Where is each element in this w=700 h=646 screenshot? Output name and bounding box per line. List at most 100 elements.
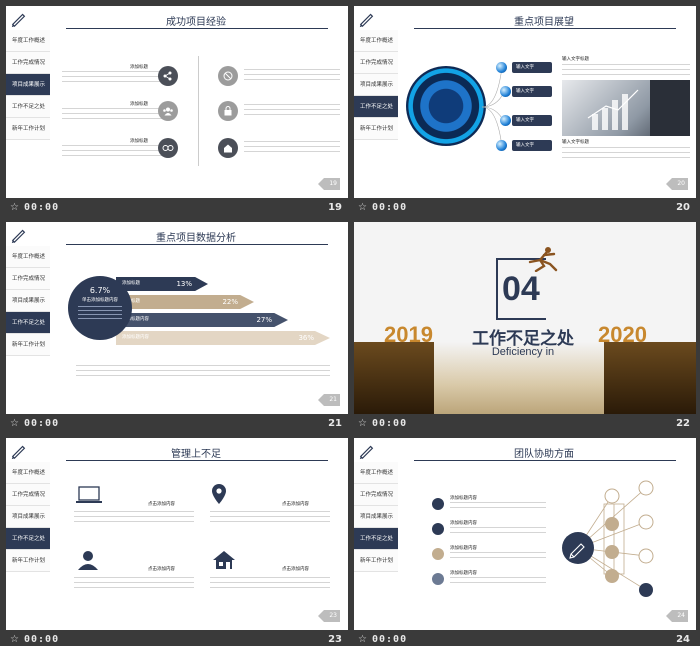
sidebar: 年度工作概述 工作完成情况 项目成果展示 工作不足之处 新年工作计划 [6, 30, 50, 140]
slide-thumb-19[interactable]: 成功项目经验 年度工作概述 工作完成情况 项目成果展示 工作不足之处 新年工作计… [6, 6, 348, 218]
text-pill[interactable]: 输入文字 [512, 86, 552, 97]
timing: 00:00 [372, 418, 408, 429]
text-pill[interactable]: 输入文字 [512, 140, 552, 151]
sidebar-item[interactable]: 工作不足之处 [6, 96, 50, 118]
sidebar-item[interactable]: 工作完成情况 [6, 52, 50, 74]
text-block [562, 146, 690, 162]
page-number-tag: 21 [318, 394, 340, 406]
laptop-icon [76, 486, 102, 503]
sidebar-item[interactable]: 年度工作概述 [6, 462, 50, 484]
sidebar-item[interactable]: 工作完成情况 [354, 52, 398, 74]
share-icon [158, 66, 178, 86]
item-heading: 点击添加内容 [282, 501, 309, 506]
team-icon [158, 101, 178, 121]
business-photo [562, 80, 690, 136]
page-number-tag: 20 [666, 178, 688, 190]
slide-24: 团队协助方面 年度工作概述 工作完成情况 项目成果展示 工作不足之处 新年工作计… [354, 438, 696, 630]
sidebar-item[interactable]: 年度工作概述 [6, 246, 50, 268]
slide-number: 19 [328, 202, 342, 213]
user-icon [78, 551, 98, 570]
slide-number: 20 [676, 202, 690, 213]
text-block [210, 510, 330, 524]
list-heading: 添加标题内容 [450, 520, 477, 525]
sidebar-item[interactable]: 工作完成情况 [6, 268, 50, 290]
slide-thumb-22[interactable]: 04 2019 2020 工作不足之处 Deficiency in ☆ 00:0… [354, 222, 696, 434]
text-block [74, 510, 194, 524]
sidebar-item[interactable]: 工作完成情况 [6, 484, 50, 506]
globe-icon [496, 62, 507, 73]
thumb-footer: ☆ 00:00 24 [354, 632, 696, 646]
sidebar: 年度工作概述 工作完成情况 项目成果展示 工作不足之处 新年工作计划 [354, 462, 398, 572]
text-pill[interactable]: 输入文字 [512, 62, 552, 73]
home-icon [218, 138, 238, 158]
thumb-footer: ☆ 00:00 20 [354, 200, 696, 216]
sidebar-item[interactable]: 项目成果展示 [6, 290, 50, 312]
slide-title: 重点项目展望 [514, 17, 574, 28]
canyon-photo [354, 342, 696, 414]
slide-number: 24 [676, 634, 690, 645]
pen-icon [11, 445, 26, 460]
slide-number: 21 [328, 418, 342, 429]
gear-icon [432, 573, 444, 585]
star-icon: ☆ [358, 418, 367, 429]
text-block [244, 103, 340, 118]
sidebar-item[interactable]: 项目成果展示 [354, 506, 398, 528]
page-number-tag: 23 [318, 610, 340, 622]
slide-title: 团队协助方面 [514, 449, 574, 460]
slide-thumb-23[interactable]: 管理上不足 年度工作概述 工作完成情况 项目成果展示 工作不足之处 新年工作计划… [6, 438, 348, 646]
lens-graphic [406, 66, 486, 146]
sidebar-item[interactable]: 年度工作概述 [6, 30, 50, 52]
data-arrow: 添加标题 22% [116, 295, 254, 309]
sidebar-item[interactable]: 新年工作计划 [6, 550, 50, 572]
text-block: 添加标题 [62, 64, 162, 85]
title-underline [66, 28, 328, 29]
chapter-title: 工作不足之处 [472, 329, 574, 348]
text-pill[interactable]: 输入文字 [512, 115, 552, 126]
year-left: 2019 [384, 322, 433, 347]
slide-thumb-20[interactable]: 重点项目展望 年度工作概述 工作完成情况 项目成果展示 工作不足之处 新年工作计… [354, 6, 696, 218]
sidebar-item[interactable]: 工作不足之处 [354, 96, 398, 118]
card-icon [432, 548, 444, 560]
link-icon [158, 138, 178, 158]
pen-icon [359, 13, 374, 28]
globe-icon [496, 140, 507, 151]
thumb-footer: ☆ 00:00 19 [6, 200, 348, 216]
thumb-footer: ☆ 00:00 22 [354, 416, 696, 432]
slide-title: 成功项目经验 [166, 17, 226, 28]
sidebar-item[interactable]: 项目成果展示 [6, 506, 50, 528]
sidebar-item[interactable]: 工作不足之处 [354, 528, 398, 550]
slide-21: 重点项目数据分析 年度工作概述 工作完成情况 项目成果展示 工作不足之处 新年工… [6, 222, 348, 414]
list-heading: 添加标题内容 [450, 495, 477, 500]
list-heading: 添加标题内容 [450, 570, 477, 575]
slide-title: 重点项目数据分析 [156, 233, 236, 244]
sidebar-item[interactable]: 项目成果展示 [6, 74, 50, 96]
thumb-footer: ☆ 00:00 21 [6, 416, 348, 432]
sidebar-item[interactable]: 新年工作计划 [354, 550, 398, 572]
runner-icon [528, 247, 558, 272]
house-icon [213, 551, 235, 569]
sidebar-item[interactable]: 工作不足之处 [6, 528, 50, 550]
sidebar-item[interactable]: 新年工作计划 [6, 118, 50, 140]
sidebar-item[interactable]: 工作完成情况 [354, 484, 398, 506]
slide-thumb-24[interactable]: 团队协助方面 年度工作概述 工作完成情况 项目成果展示 工作不足之处 新年工作计… [354, 438, 696, 646]
grid-icon [432, 523, 444, 535]
no-entry-icon [218, 66, 238, 86]
lock-icon [218, 101, 238, 121]
text-block [74, 576, 194, 590]
sidebar-item[interactable]: 新年工作计划 [354, 118, 398, 140]
slide-title: 管理上不足 [171, 449, 221, 460]
highlight-circle: 6.7% 单击添加标题内容 [68, 276, 132, 340]
slide-number: 22 [676, 418, 690, 429]
text-block [244, 140, 340, 155]
globe-icon [500, 115, 511, 126]
data-arrow: 添加标题内容 36% [116, 331, 330, 345]
sidebar-item[interactable]: 新年工作计划 [6, 334, 50, 356]
sidebar-item[interactable]: 项目成果展示 [354, 74, 398, 96]
sidebar-item[interactable]: 年度工作概述 [354, 30, 398, 52]
location-icon [212, 484, 226, 504]
sidebar-item[interactable]: 年度工作概述 [354, 462, 398, 484]
sidebar-item[interactable]: 工作不足之处 [6, 312, 50, 334]
slide-thumb-21[interactable]: 重点项目数据分析 年度工作概述 工作完成情况 项目成果展示 工作不足之处 新年工… [6, 222, 348, 434]
text-block: 添加标题 [62, 138, 162, 159]
divider [198, 56, 199, 166]
